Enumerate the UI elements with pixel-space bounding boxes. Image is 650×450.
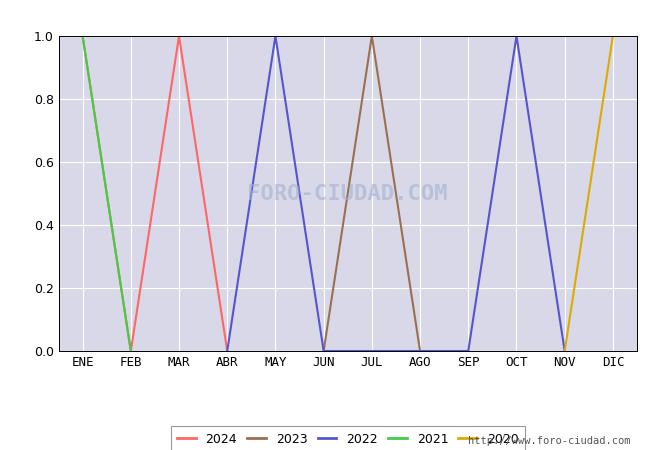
Legend: 2024, 2023, 2022, 2021, 2020: 2024, 2023, 2022, 2021, 2020 bbox=[170, 426, 525, 450]
2022 bbox=[320, 348, 328, 354]
Text: Matriculaciones de Vehiculos en Castillejo de Mesleón: Matriculaciones de Vehiculos en Castille… bbox=[60, 8, 590, 26]
2024 bbox=[79, 33, 86, 39]
2023 bbox=[320, 348, 328, 354]
2024 bbox=[224, 348, 231, 354]
2023 bbox=[368, 33, 376, 39]
2024 bbox=[175, 33, 183, 39]
2022 bbox=[464, 348, 472, 354]
2022 bbox=[561, 348, 569, 354]
2022 bbox=[224, 348, 231, 354]
2022 bbox=[272, 33, 280, 39]
Line: 2022: 2022 bbox=[227, 36, 565, 351]
Line: 2023: 2023 bbox=[324, 36, 420, 351]
2024 bbox=[127, 348, 135, 354]
2022 bbox=[513, 33, 521, 39]
Text: http://www.foro-ciudad.com: http://www.foro-ciudad.com bbox=[468, 436, 630, 446]
Text: FORO-CIUDAD.COM: FORO-CIUDAD.COM bbox=[248, 184, 448, 203]
Line: 2024: 2024 bbox=[83, 36, 228, 351]
2023 bbox=[416, 348, 424, 354]
